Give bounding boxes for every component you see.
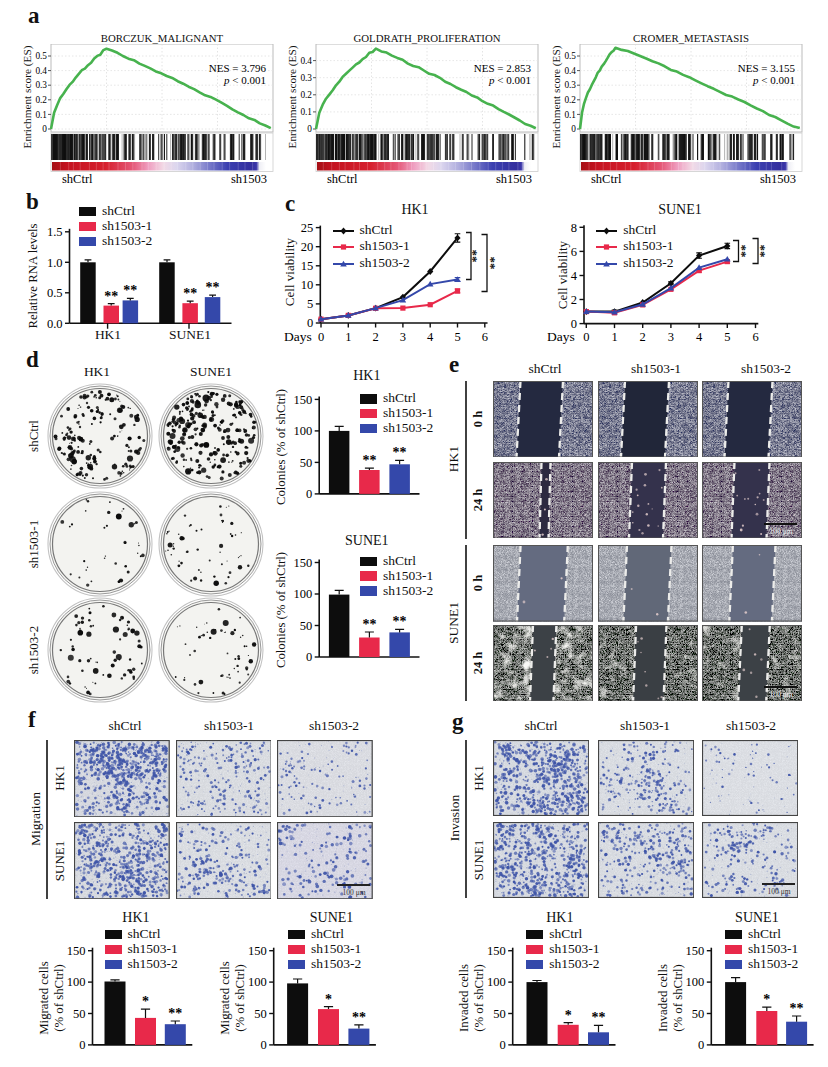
svg-text:*: * <box>763 992 770 1007</box>
svg-text:**: ** <box>790 1001 804 1016</box>
svg-text:50: 50 <box>692 1007 705 1021</box>
svg-text:0: 0 <box>698 1038 704 1052</box>
svg-text:150: 150 <box>686 944 705 958</box>
svg-text:100: 100 <box>686 975 705 989</box>
